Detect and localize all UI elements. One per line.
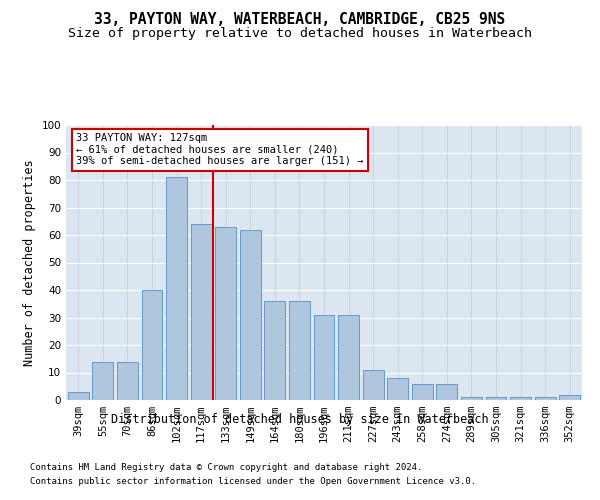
Text: 33 PAYTON WAY: 127sqm
← 61% of detached houses are smaller (240)
39% of semi-det: 33 PAYTON WAY: 127sqm ← 61% of detached … xyxy=(76,133,364,166)
Bar xyxy=(117,362,138,400)
Bar xyxy=(559,394,580,400)
Bar xyxy=(314,315,334,400)
Bar xyxy=(68,392,89,400)
Bar xyxy=(215,227,236,400)
Bar xyxy=(461,397,482,400)
Bar xyxy=(191,224,212,400)
Bar xyxy=(510,397,531,400)
Bar xyxy=(142,290,163,400)
Bar xyxy=(289,301,310,400)
Bar xyxy=(412,384,433,400)
Text: Contains HM Land Registry data © Crown copyright and database right 2024.: Contains HM Land Registry data © Crown c… xyxy=(30,462,422,471)
Y-axis label: Number of detached properties: Number of detached properties xyxy=(23,159,36,366)
Bar xyxy=(166,178,187,400)
Bar xyxy=(265,301,286,400)
Bar xyxy=(92,362,113,400)
Bar xyxy=(338,315,359,400)
Bar xyxy=(485,397,506,400)
Bar xyxy=(387,378,408,400)
Text: Distribution of detached houses by size in Waterbeach: Distribution of detached houses by size … xyxy=(111,412,489,426)
Text: Contains public sector information licensed under the Open Government Licence v3: Contains public sector information licen… xyxy=(30,478,476,486)
Text: 33, PAYTON WAY, WATERBEACH, CAMBRIDGE, CB25 9NS: 33, PAYTON WAY, WATERBEACH, CAMBRIDGE, C… xyxy=(94,12,506,28)
Bar xyxy=(436,384,457,400)
Bar xyxy=(535,397,556,400)
Text: Size of property relative to detached houses in Waterbeach: Size of property relative to detached ho… xyxy=(68,28,532,40)
Bar xyxy=(240,230,261,400)
Bar xyxy=(362,370,383,400)
